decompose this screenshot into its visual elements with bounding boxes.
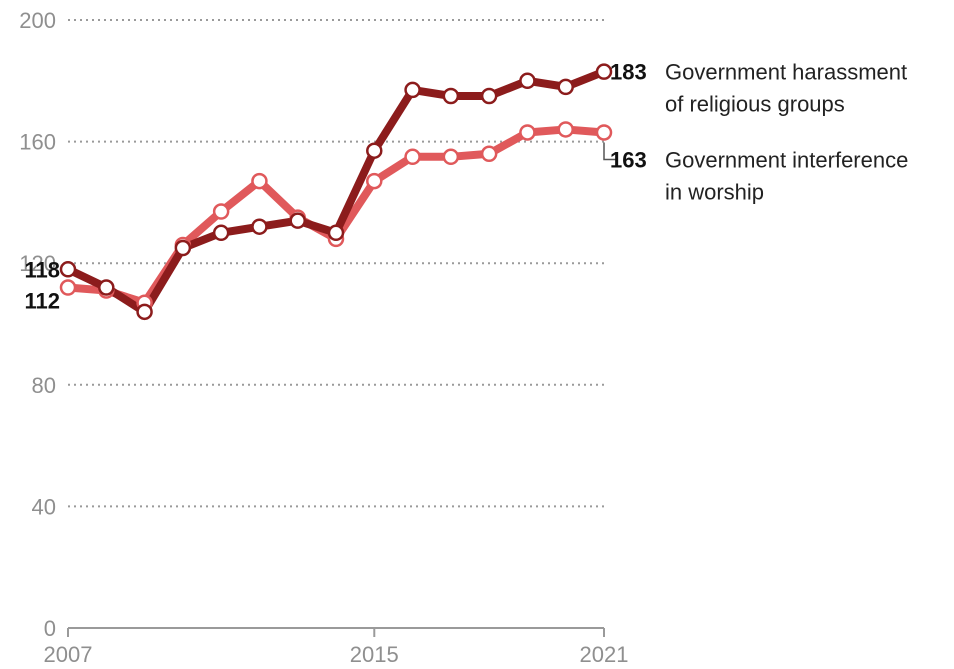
end-value-harassment: 183	[610, 60, 647, 85]
data-point-s0-2017	[442, 87, 460, 105]
series-line-1	[64, 125, 608, 307]
data-point-s0-2014	[327, 224, 345, 242]
data-point-s0-2008	[98, 279, 115, 296]
data-point-s0-2018	[480, 87, 498, 105]
data-point-s1-2012	[251, 172, 268, 190]
data-point-s0-2010	[174, 239, 192, 257]
y-tick-label-80: 80	[32, 373, 56, 398]
y-tick-label-160: 160	[19, 130, 56, 155]
series-labels: 118 112 183 Government harassment of religio…	[25, 60, 909, 314]
data-point-s1-2019	[519, 124, 536, 141]
data-point-s1-2021	[595, 124, 613, 141]
data-point-s1-2017	[442, 148, 460, 166]
series-label-harassment-line2: of religious groups	[665, 92, 845, 117]
series-group	[59, 63, 613, 321]
data-point-s0-2020	[557, 78, 574, 96]
y-tick-label-40: 40	[32, 494, 56, 519]
x-tick-label-2021: 2021	[580, 642, 629, 667]
y-tick-label-200: 200	[19, 8, 56, 33]
data-point-s0-2019	[519, 72, 536, 90]
gridlines	[68, 19, 604, 508]
data-point-s0-2016	[404, 81, 421, 99]
data-point-s0-2011	[212, 224, 230, 242]
data-point-s0-2007	[59, 261, 77, 278]
leader-line-interference	[603, 142, 616, 161]
data-point-s1-2011	[212, 203, 230, 220]
data-point-s0-2013	[289, 212, 306, 229]
start-label-harassment: 118	[25, 257, 61, 282]
data-point-s0-2021	[595, 63, 613, 80]
series-label-interference-line2: in worship	[665, 179, 764, 204]
start-label-interference: 112	[25, 289, 61, 314]
x-tick-label-2015: 2015	[350, 642, 399, 667]
y-tick-label-0: 0	[44, 616, 56, 641]
axes: 0 40 80 120 160 200 2007 2015 2021	[19, 8, 628, 667]
series-label-interference-line1: Government interference	[665, 147, 908, 172]
end-value-interference: 163	[610, 147, 647, 172]
x-tick-label-2007: 2007	[44, 642, 93, 667]
series-label-harassment-line1: Government harassment	[665, 60, 907, 85]
data-point-s0-2009	[136, 303, 153, 321]
data-point-s1-2015	[366, 172, 383, 190]
data-point-s0-2012	[251, 218, 268, 235]
data-point-s1-2018	[480, 145, 498, 163]
series-line-0	[64, 67, 608, 316]
data-point-s0-2015	[366, 142, 383, 159]
y-tick-label-120: 120	[19, 251, 56, 276]
data-point-s1-2016	[404, 148, 421, 166]
data-point-s1-2007	[59, 279, 77, 296]
data-point-s1-2020	[557, 121, 574, 138]
